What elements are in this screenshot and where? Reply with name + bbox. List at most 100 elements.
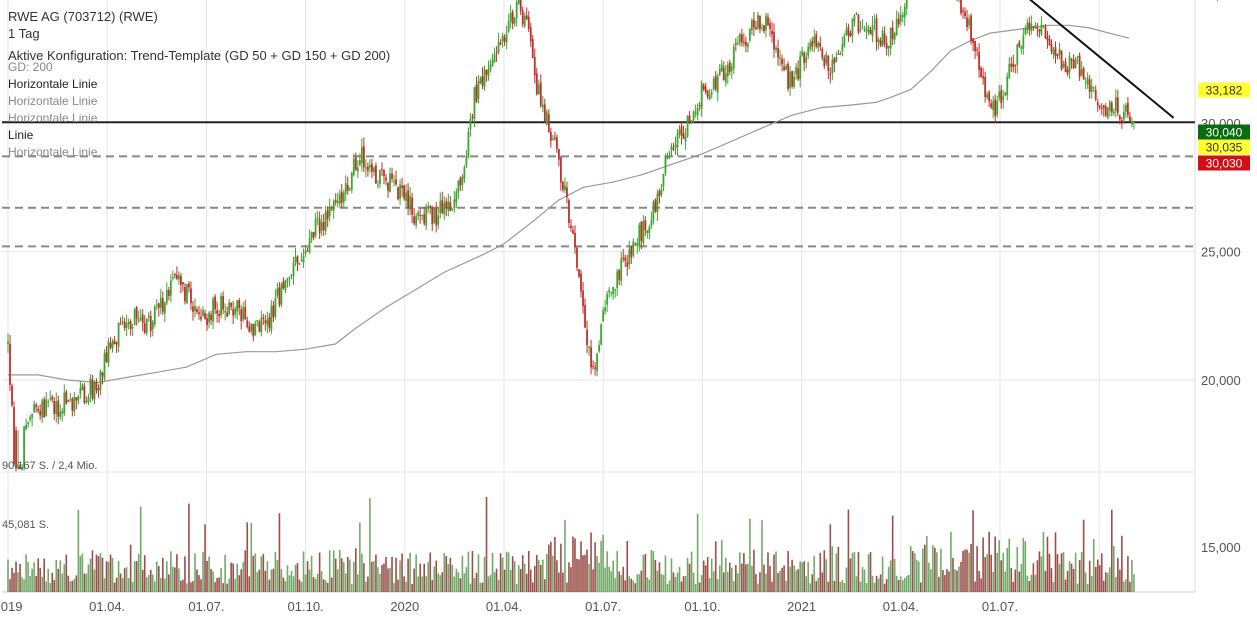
volume-bar xyxy=(501,557,504,592)
volume-bar xyxy=(1102,580,1105,592)
volume-bar xyxy=(7,559,9,592)
candle-body xyxy=(738,34,741,44)
volume-bar xyxy=(1012,581,1015,592)
candle-body xyxy=(664,156,667,174)
candle-body xyxy=(200,316,202,320)
volume-bar xyxy=(672,572,675,592)
legend-line-1[interactable]: Horizontale Linie xyxy=(8,77,98,91)
candle-body xyxy=(628,249,631,265)
volume-bar xyxy=(55,559,58,592)
volume-bar xyxy=(455,568,458,592)
candle-body xyxy=(513,17,516,24)
volume-bar xyxy=(578,559,580,592)
volume-bar xyxy=(190,582,192,592)
legend-line-4[interactable]: Linie xyxy=(8,128,34,142)
candle-body xyxy=(467,131,470,157)
candle-body xyxy=(63,392,66,414)
candle-body xyxy=(584,305,586,328)
volume-bar xyxy=(31,568,33,592)
volume-bar xyxy=(785,580,787,592)
volume-bar xyxy=(751,565,753,592)
candle-body xyxy=(789,71,792,88)
candle-body xyxy=(960,0,962,14)
volume-bar xyxy=(531,582,534,592)
legend-line-2[interactable]: Horizontale Linie xyxy=(8,94,98,108)
candle-body xyxy=(718,68,721,76)
candle-body xyxy=(845,29,848,35)
candle-body xyxy=(308,238,311,253)
volume-bar xyxy=(712,571,715,592)
candle-body xyxy=(883,33,886,44)
volume-bar xyxy=(121,578,124,592)
volume-bar xyxy=(976,546,978,592)
volume-bar xyxy=(1040,556,1043,592)
candle-body xyxy=(95,381,98,391)
volume-bar xyxy=(463,573,466,592)
candle-body xyxy=(604,307,607,312)
candle-body xyxy=(755,27,757,30)
volume-bar xyxy=(79,555,82,592)
volume-bar xyxy=(238,575,241,592)
price-label-text: 30,035 xyxy=(1206,141,1243,155)
candle-body xyxy=(173,274,176,276)
candle-body xyxy=(354,157,357,171)
volume-bar xyxy=(670,558,673,592)
candle-body xyxy=(1078,55,1081,78)
volume-bar xyxy=(630,578,633,592)
volume-bar xyxy=(391,556,393,592)
volume-bar xyxy=(895,575,898,592)
candle-body xyxy=(771,30,773,35)
volume-bar xyxy=(873,582,876,592)
candle-body xyxy=(1133,121,1135,124)
candle-body xyxy=(1082,68,1085,80)
candle-body xyxy=(455,191,458,203)
candle-body xyxy=(650,220,653,226)
volume-bar xyxy=(234,578,236,592)
candle-body xyxy=(700,83,703,109)
trend-line[interactable] xyxy=(955,0,1175,119)
horizontal-lines[interactable] xyxy=(2,121,1195,248)
candle-body xyxy=(1116,97,1119,113)
candle-body xyxy=(618,269,621,280)
candle-body xyxy=(1108,102,1111,111)
volume-bar xyxy=(447,564,450,592)
legend-line-3[interactable]: Horizontale Linie xyxy=(8,111,98,125)
candle-body xyxy=(348,189,351,191)
volume-bar xyxy=(248,576,251,592)
volume-bar xyxy=(1076,583,1079,592)
y-tick-label: 15,000 xyxy=(1201,540,1241,555)
candle-body xyxy=(833,58,836,64)
volume-bar xyxy=(222,583,224,592)
volume-bar xyxy=(875,575,878,592)
candle-body xyxy=(1012,63,1015,67)
candle-body xyxy=(541,104,544,108)
price-label-box xyxy=(1198,82,1250,98)
candle-body xyxy=(759,15,761,30)
config-label[interactable]: Aktive Konfiguration: Trend-Template (GD… xyxy=(8,48,391,63)
volume-bar xyxy=(674,576,677,592)
candle-body xyxy=(399,184,401,199)
candle-body xyxy=(222,296,225,310)
legend-line-5[interactable]: Horizontale Linie xyxy=(8,145,98,159)
candle-body xyxy=(159,297,162,308)
volume-bar xyxy=(326,582,329,592)
candle-body xyxy=(791,71,794,87)
candle-body xyxy=(877,39,880,43)
volume-bar xyxy=(250,523,253,592)
volume-bar xyxy=(831,546,834,592)
volume-bar xyxy=(720,540,723,592)
volume-bar xyxy=(970,544,972,592)
x-tick-label: 01.10. xyxy=(288,599,324,614)
volume-bar xyxy=(166,561,168,592)
candle-body xyxy=(1090,85,1093,92)
candle-body xyxy=(658,190,661,196)
volume-bar xyxy=(636,574,639,592)
candle-body xyxy=(543,104,546,122)
candle-body xyxy=(483,69,486,88)
candle-body xyxy=(622,257,625,259)
price-label-text: 30,030 xyxy=(1206,157,1243,171)
candle-body xyxy=(1106,108,1109,118)
volume-bar xyxy=(755,574,757,592)
candle-body xyxy=(190,288,192,304)
